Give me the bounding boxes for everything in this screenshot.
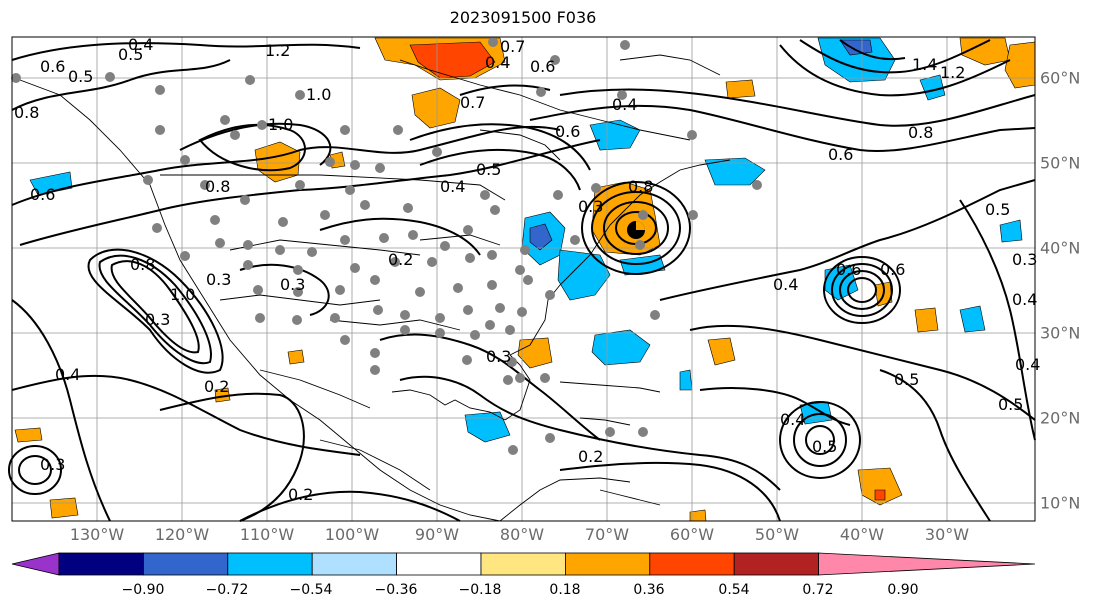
- lon-tick-label: 50°W: [754, 525, 800, 544]
- contour-label: 0.8: [130, 255, 155, 274]
- colorbar-segment: [733, 552, 820, 576]
- contour-labels: 0.4 0.5 0.6 0.5 1.0 1.2 1.0 0.7 0.6 0.4 …: [14, 35, 1040, 504]
- contour-label: 0.7: [500, 37, 525, 56]
- lat-tick-label: 50°N: [1040, 153, 1081, 173]
- contour-label: 0.5: [812, 437, 837, 456]
- lon-tick-label: 30°W: [924, 525, 970, 544]
- lon-tick-label: 110°W: [239, 525, 295, 544]
- contour-label: 0.6: [40, 57, 65, 76]
- colorbar-label: −0.54: [289, 582, 333, 598]
- lon-tick-label: 90°W: [414, 525, 460, 544]
- contour-label: 0.6: [530, 57, 555, 76]
- lon-tick-label: 80°W: [499, 525, 545, 544]
- contour-label: 0.3: [280, 275, 305, 294]
- contour-label: 1.2: [940, 63, 965, 82]
- colorbar-label: −0.36: [374, 582, 418, 598]
- lon-tick-label: 40°W: [839, 525, 885, 544]
- contour-label: 0.8: [908, 123, 933, 142]
- contour-label: 0.3: [145, 310, 170, 329]
- contour-label: 0.4: [128, 35, 153, 54]
- contour-label: 1.0: [268, 115, 293, 134]
- contour-label: 0.6: [880, 260, 905, 279]
- contour-label: 0.6: [836, 260, 861, 279]
- contour-label: 0.5: [118, 45, 143, 64]
- map-title: 2023091500 F036: [449, 8, 597, 27]
- lat-tick-label: 10°N: [1040, 493, 1081, 513]
- colorbar-extend-low: [11, 552, 60, 576]
- contour-label: 0.3: [578, 197, 603, 216]
- contour-label: 1.2: [265, 41, 290, 60]
- lat-tick-label: 40°N: [1040, 238, 1081, 258]
- lon-tick-label: 60°W: [669, 525, 715, 544]
- coastlines: [19, 54, 731, 522]
- contour-label: 0.3: [40, 455, 65, 474]
- contour-label: 0.4: [1015, 355, 1040, 374]
- contour-label: 0.4: [440, 177, 465, 196]
- contour-label: 1.0: [306, 85, 331, 104]
- contour-label: 0.7: [460, 93, 485, 112]
- lat-tick-label: 20°N: [1040, 408, 1081, 428]
- colorbar-segment: [396, 552, 482, 576]
- lat-tick-label: 60°N: [1040, 68, 1081, 88]
- contour-label: 0.6: [555, 122, 580, 141]
- lat-tick-label: 30°N: [1040, 323, 1081, 343]
- contour-label: 0.4: [612, 95, 637, 114]
- contour-lines: [8, 39, 1036, 522]
- colorbar-label: 0.72: [802, 582, 834, 598]
- colorbar-label: −0.18: [458, 582, 502, 598]
- contour-label: 0.2: [288, 485, 313, 504]
- colorbar: [11, 552, 1036, 576]
- colorbar-segment: [565, 552, 651, 576]
- colorbar-label: −0.72: [205, 582, 249, 598]
- colorbar-segment: [227, 552, 313, 576]
- contour-label: 0.8: [14, 103, 39, 122]
- contour-label: 0.8: [628, 177, 653, 196]
- contour-label: 0.8: [205, 177, 230, 196]
- lon-tick-label: 130°W: [69, 525, 125, 544]
- colorbar-segment: [480, 552, 566, 576]
- colorbar-segment: [311, 552, 398, 576]
- contour-label: 0.3: [486, 347, 511, 366]
- contour-label: 1.0: [170, 285, 195, 304]
- colorbar-segment: [649, 552, 735, 576]
- contour-label: 0.5: [68, 67, 93, 86]
- lon-tick-label: 70°W: [584, 525, 630, 544]
- lon-tick-label: 120°W: [154, 525, 210, 544]
- contour-label: 0.3: [1012, 250, 1037, 269]
- contour-label: 0.5: [894, 370, 919, 389]
- contour-label: 0.4: [780, 410, 805, 429]
- colorbar-extend-high: [818, 552, 1036, 576]
- contour-label: 0.5: [998, 395, 1023, 414]
- contour-label: 0.4: [55, 365, 80, 384]
- colorbar-label: 0.54: [718, 582, 750, 598]
- colorbar-label: 0.36: [633, 582, 665, 598]
- contour-label: 0.4: [773, 275, 798, 294]
- shaded-anomalies: [14, 37, 1036, 522]
- contour-label: 0.2: [388, 250, 413, 269]
- plot-frame: [11, 36, 1036, 522]
- contour-label: 1.4: [912, 55, 937, 74]
- contour-label: 0.2: [578, 447, 603, 466]
- contour-label: 0.5: [985, 200, 1010, 219]
- contour-label: 0.6: [30, 185, 55, 204]
- contour-label: 0.2: [204, 377, 229, 396]
- contour-label: 0.6: [828, 145, 853, 164]
- storm-centers: [627, 221, 645, 239]
- contour-label: 0.4: [485, 53, 510, 72]
- lon-tick-label: 100°W: [324, 525, 380, 544]
- contour-label: 0.5: [476, 160, 501, 179]
- colorbar-segment: [58, 552, 144, 576]
- colorbar-label: 0.18: [549, 582, 581, 598]
- colorbar-label: −0.90: [121, 582, 165, 598]
- colorbar-label: 0.90: [887, 582, 919, 598]
- contour-label: 0.4: [1012, 290, 1037, 309]
- observation-points: [11, 37, 762, 455]
- colorbar-segment: [142, 552, 229, 576]
- contour-label: 0.3: [206, 270, 231, 289]
